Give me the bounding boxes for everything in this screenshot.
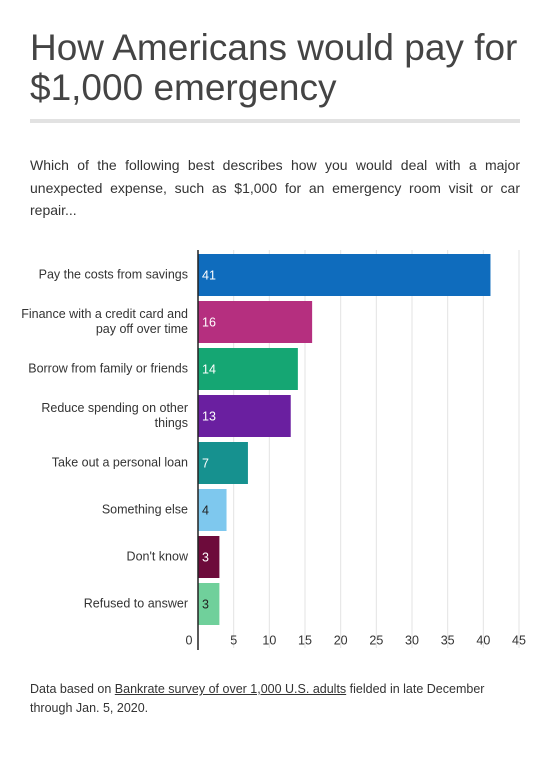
- bar: [198, 583, 220, 625]
- x-tick-label: 30: [405, 633, 419, 647]
- x-tick-label: 10: [262, 633, 276, 647]
- x-tick-label: 35: [441, 633, 455, 647]
- bar: [198, 348, 298, 390]
- y-tick-label: Finance with a credit card and pay off o…: [21, 307, 188, 336]
- source-link[interactable]: Bankrate survey of over 1,000 U.S. adult…: [114, 682, 347, 696]
- chart-subtitle: Which of the following best describes ho…: [30, 157, 520, 218]
- y-tick-label: Pay the costs from savings: [38, 267, 188, 282]
- x-tick-label: 45: [512, 633, 526, 647]
- value-label: 41: [202, 268, 216, 282]
- source-text: fielded in late December through Jan. 5,…: [30, 682, 485, 715]
- title-rule: [30, 119, 520, 123]
- x-tick-label: 40: [476, 633, 490, 647]
- y-tick-label: Refused to answer: [83, 596, 188, 611]
- source-text: Data based on: [30, 682, 115, 696]
- bar: [198, 395, 291, 437]
- value-label: 4: [202, 503, 209, 517]
- value-label: 16: [202, 315, 216, 329]
- y-tick-label: Take out a personal loan: [51, 455, 188, 470]
- bar: [198, 442, 248, 484]
- x-tick-label: 0: [186, 633, 193, 647]
- x-tick-label: 15: [298, 633, 312, 647]
- source-note: Data based on Bankrate survey of over 1,…: [30, 680, 520, 718]
- value-label: 13: [202, 409, 216, 423]
- y-tick-label: Something else: [101, 502, 188, 517]
- chart-title: How Americans would pay for $1,000 emerg…: [30, 27, 518, 108]
- y-tick-label: Don't know: [126, 549, 188, 564]
- bar: [198, 536, 220, 578]
- value-label: 14: [202, 362, 216, 376]
- value-label: 7: [202, 456, 209, 470]
- bar: [198, 301, 313, 343]
- x-tick-label: 25: [369, 633, 383, 647]
- bar: [198, 254, 491, 296]
- value-label: 3: [202, 550, 209, 564]
- value-label: 3: [202, 597, 209, 611]
- bar: [198, 489, 227, 531]
- x-tick-label: 20: [334, 633, 348, 647]
- y-tick-label: Reduce spending on other things: [41, 401, 188, 430]
- x-tick-label: 5: [230, 633, 237, 647]
- y-tick-label: Borrow from family or friends: [28, 361, 188, 376]
